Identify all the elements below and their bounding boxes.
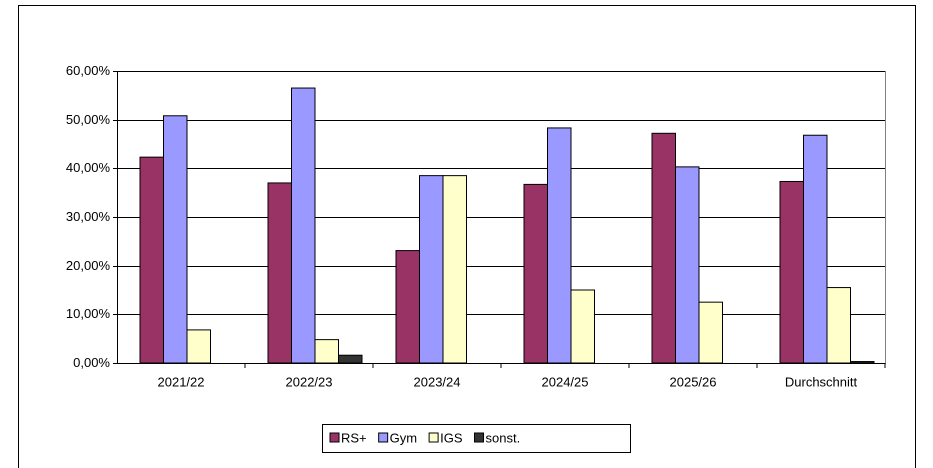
y-tick-label: 30,00% — [66, 209, 111, 224]
x-tick-label: 2025/26 — [670, 374, 717, 389]
y-tick-label: 40,00% — [66, 160, 111, 175]
bar — [826, 287, 851, 364]
legend-swatch — [329, 432, 340, 443]
legend-label: Gym — [390, 430, 417, 445]
bar — [803, 134, 828, 364]
bar — [163, 115, 188, 364]
y-tick-label: 60,00% — [66, 63, 111, 78]
y-tick-label: 20,00% — [66, 258, 111, 273]
x-tick-label: 2022/23 — [286, 374, 333, 389]
bar — [570, 289, 595, 364]
y-tick-label: 0,00% — [73, 355, 110, 370]
x-tick-label: 2021/22 — [158, 374, 205, 389]
legend-swatch — [378, 432, 389, 443]
bar — [675, 166, 700, 364]
legend-label: IGS — [440, 430, 463, 445]
legend-label: RS+ — [341, 430, 367, 445]
bar — [267, 182, 292, 364]
x-tick-label: 2024/25 — [542, 374, 589, 389]
legend — [322, 424, 631, 453]
bar — [419, 175, 444, 364]
bar — [547, 127, 572, 364]
legend-swatch — [474, 432, 485, 443]
x-tick-label: Durchschnitt — [785, 374, 858, 389]
bar — [314, 339, 339, 364]
y-tick-label: 50,00% — [66, 112, 111, 127]
bar — [338, 354, 363, 364]
bar — [395, 250, 420, 364]
y-tick-label: 10,00% — [66, 306, 111, 321]
bar — [291, 87, 316, 364]
legend-label: sonst. — [486, 430, 521, 445]
bar — [523, 183, 548, 364]
x-tick-label: 2023/24 — [414, 374, 461, 389]
bar — [442, 175, 467, 364]
bar — [651, 132, 676, 364]
bar — [698, 301, 723, 364]
bar — [186, 329, 211, 364]
bar — [779, 180, 804, 364]
bar — [139, 156, 164, 364]
legend-swatch — [428, 432, 439, 443]
bar — [850, 361, 875, 364]
